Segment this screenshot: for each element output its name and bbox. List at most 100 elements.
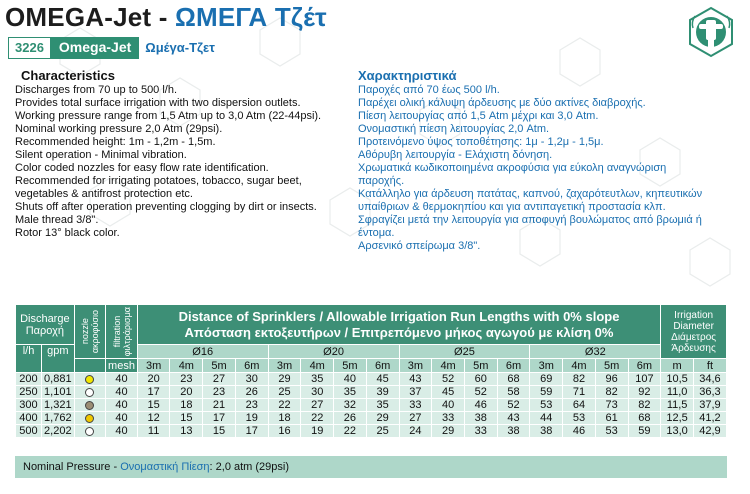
cell-run-length: 33 <box>463 424 498 438</box>
char-en-line: Working pressure range from 1,5 Atm up t… <box>15 110 322 122</box>
cell-mesh: 40 <box>105 398 138 412</box>
cell-run-length: 38 <box>496 424 531 438</box>
product-code-badge: 3226 Omega-Jet Ωμέγα-Τζετ <box>8 37 221 59</box>
char-gr-line: έντομα. <box>358 227 395 239</box>
cell-run-length: 73 <box>594 398 629 412</box>
cell-gpm: 1,762 <box>40 411 75 425</box>
cell-run-length: 43 <box>398 372 433 386</box>
cell-run-length: 82 <box>562 372 596 386</box>
cell-nozzle <box>73 398 107 412</box>
discharge-label-gr: Παροχή <box>25 324 64 337</box>
char-gr-line: Ονομαστική πίεση λειτουργίας 2,0 Atm. <box>358 123 550 135</box>
cell-run-length: 15 <box>202 424 236 438</box>
discharge-label: Discharge <box>20 312 70 325</box>
cell-diameter-ft: 34,6 <box>692 372 728 386</box>
product-code: 3226 <box>8 37 51 59</box>
unit-m: m <box>660 358 694 373</box>
dist-col: 5m <box>463 358 498 373</box>
cell-diameter-m: 10,5 <box>660 372 694 386</box>
char-gr-line: Παροχές από 70 έως 500 l/h. <box>358 84 500 96</box>
pipe-group-16: Ø16 <box>136 344 269 359</box>
cell-run-length: 35 <box>333 385 367 399</box>
cell-nozzle <box>73 424 107 438</box>
footer-label-en: Nominal Pressure - <box>23 461 121 473</box>
dist-col: 4m <box>431 358 465 373</box>
cell-run-length: 68 <box>496 372 531 386</box>
filtration-label-gr: φιλτράρισμα <box>121 306 132 357</box>
filtration-header: filtration φιλτράρισμα <box>105 304 138 359</box>
cell-run-length: 23 <box>169 372 204 386</box>
cell-run-length: 68 <box>627 411 662 425</box>
char-gr-line: Πίεση λειτουργίας από 1,5 Atm μέχρι και … <box>358 110 599 122</box>
discharge-spacer: l/h gpm <box>15 344 75 373</box>
page-title: OMEGA-Jet - ΩΜΕΓΑ Τζέτ <box>5 2 327 33</box>
title-gr: ΩΜΕΓΑ Τζέτ <box>174 2 327 32</box>
cell-run-length: 92 <box>627 385 662 399</box>
cell-run-length: 30 <box>234 372 269 386</box>
char-gr-line: Παρέχει ολική κάλυψη άρδευσης με δύο ακτ… <box>358 97 646 109</box>
cell-lh: 200 <box>15 372 42 386</box>
cell-run-length: 13 <box>169 424 204 438</box>
cell-run-length: 24 <box>398 424 433 438</box>
char-en-line: Recommended height: 1m - 1,2m - 1,5m. <box>15 136 216 148</box>
cell-run-length: 22 <box>333 424 367 438</box>
cell-run-length: 53 <box>529 398 564 412</box>
irrigation-label-gr: Άρδευσης <box>671 342 716 354</box>
pipe-group-20: Ø20 <box>267 344 400 359</box>
cell-diameter-m: 11,0 <box>660 385 694 399</box>
cell-run-length: 40 <box>333 372 367 386</box>
sprinkler-logo-icon <box>689 6 733 58</box>
cell-run-length: 15 <box>169 411 204 425</box>
cell-run-length: 38 <box>529 424 564 438</box>
dist-col: 3m <box>529 358 564 373</box>
cell-run-length: 71 <box>562 385 596 399</box>
cell-run-length: 17 <box>136 385 171 399</box>
cell-run-length: 35 <box>300 372 335 386</box>
char-en-line: vegetables & antifrost protection etc. <box>15 188 193 200</box>
dist-col: 4m <box>300 358 335 373</box>
cell-run-length: 69 <box>529 372 564 386</box>
cell-run-length: 46 <box>463 398 498 412</box>
footer-label-gr: Ονομαστική Πίεση <box>120 461 210 473</box>
pipe-group-25: Ø25 <box>398 344 531 359</box>
cell-run-length: 52 <box>496 398 531 412</box>
unit-lh: l/h <box>16 345 43 372</box>
char-gr-line: Αρσενικό σπείρωμα 3/8". <box>358 240 481 252</box>
footer-value: : 2,0 atm (29psi) <box>209 461 290 473</box>
dist-col: 6m <box>365 358 400 373</box>
dist-col: 4m <box>169 358 204 373</box>
cell-run-length: 23 <box>202 385 236 399</box>
char-en-line: Nominal working pressure 2,0 Atm (29psi)… <box>15 123 223 135</box>
char-gr-line: παροχής. <box>358 175 405 187</box>
cell-run-length: 59 <box>529 385 564 399</box>
discharge-header: Discharge Παροχή <box>15 304 75 345</box>
nozzle-color-dot-icon <box>85 426 95 436</box>
cell-mesh: 40 <box>105 411 138 425</box>
char-gr-line: Αθόρυβη λειτουργία - Ελάχιστη δόνηση. <box>358 149 553 161</box>
cell-run-length: 33 <box>431 411 465 425</box>
cell-run-length: 25 <box>267 385 302 399</box>
char-gr-line: Προτεινόμενο ύψος τοποθέτησης: 1μ - 1,2μ… <box>358 136 604 148</box>
cell-run-length: 19 <box>234 411 269 425</box>
dist-col: 3m <box>398 358 433 373</box>
cell-run-length: 22 <box>267 398 302 412</box>
cell-run-length: 18 <box>169 398 204 412</box>
char-gr-line: Κατάλληλο για άρδευση πατάτας, καπνού, ζ… <box>358 188 703 200</box>
title-en: OMEGA-Jet <box>5 2 152 32</box>
cell-run-length: 61 <box>594 411 629 425</box>
cell-lh: 250 <box>15 385 42 399</box>
cell-run-length: 96 <box>594 372 629 386</box>
product-name-gr: Ωμέγα-Τζετ <box>145 40 215 55</box>
cell-run-length: 30 <box>300 385 335 399</box>
nozzle-label-gr: ακροφύσιο <box>89 309 100 354</box>
cell-nozzle <box>73 385 107 399</box>
characteristics-en-heading: Characteristics <box>21 68 115 83</box>
cell-run-length: 21 <box>202 398 236 412</box>
pipe-group-32: Ø32 <box>529 344 662 359</box>
cell-run-length: 39 <box>365 385 400 399</box>
distance-header: Distance of Sprinklers / Allowable Irrig… <box>136 304 662 345</box>
char-en-line: Rotor 13° black color. <box>15 227 120 239</box>
dist-col: 5m <box>202 358 236 373</box>
cell-diameter-m: 12,5 <box>660 411 694 425</box>
cell-diameter-ft: 41,2 <box>692 411 728 425</box>
